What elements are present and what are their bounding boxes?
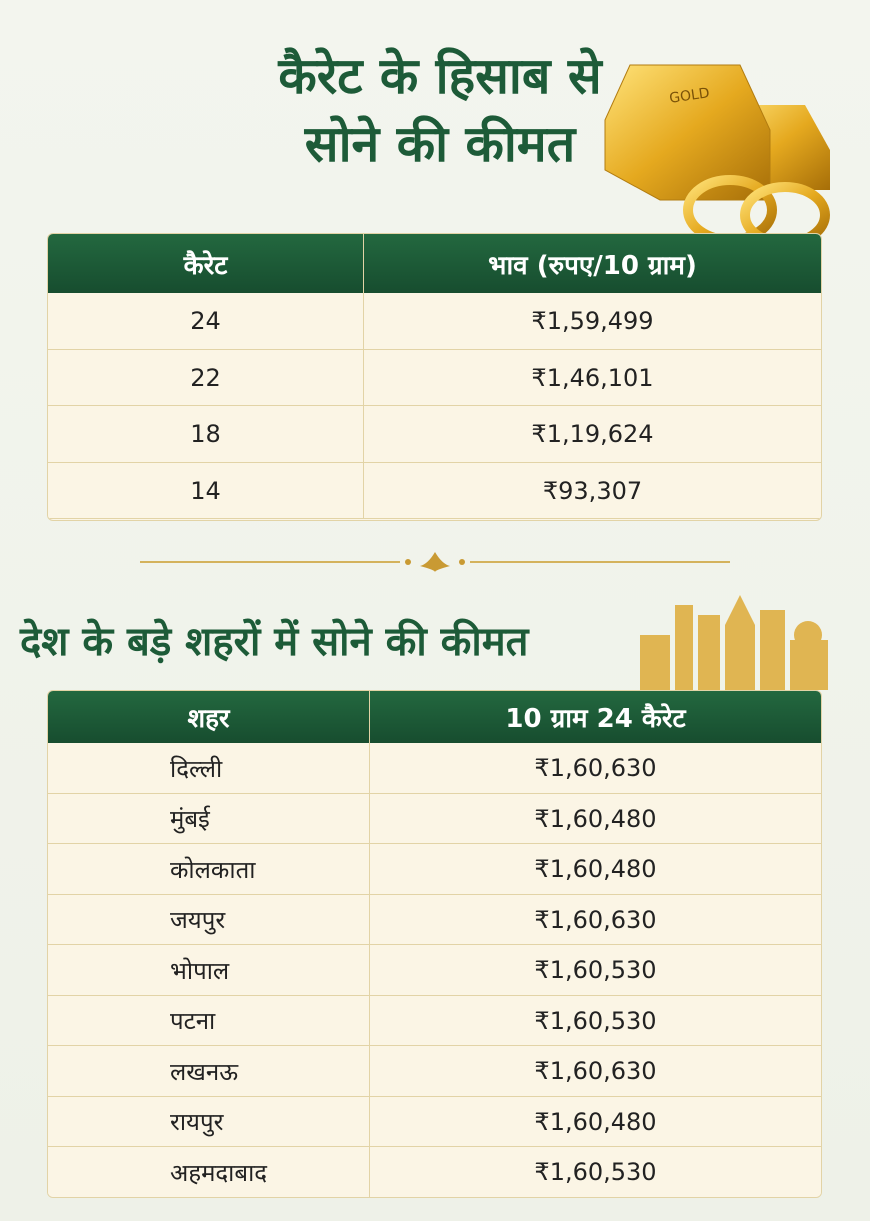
divider: [140, 552, 730, 572]
table-cell: मुंबई: [170, 805, 210, 834]
table-cell: पटना: [170, 1007, 216, 1036]
header-cell: कैरेट: [48, 234, 363, 293]
table-cell: 24: [190, 307, 221, 336]
row-bg: [48, 1147, 821, 1197]
table-cell: ₹1,19,624: [363, 406, 821, 463]
gold-bar: [604, 64, 771, 201]
skyline: [640, 595, 828, 690]
row-bg: [48, 945, 821, 996]
row-bg: [48, 293, 821, 350]
city-table: शहर 10 ग्राम 24 कैरेट दिल्ली ₹1,60,630 मुंबई…: [47, 690, 822, 1198]
table-cell: 18: [190, 420, 221, 449]
table-cell: दिल्ली: [170, 754, 223, 783]
table-cell: जयपुर: [170, 906, 226, 935]
table-cell: 14: [190, 476, 221, 505]
table-cell: ₹1,60,530: [369, 1147, 821, 1197]
carat-table: कैरेट भाव (रुपए/10 ग्राम) 24 ₹1,59,499 22 ₹1,…: [47, 233, 822, 521]
row-bg: [48, 1096, 821, 1147]
table-cell: ₹93,307: [363, 462, 821, 519]
row-bg: [48, 844, 821, 895]
row-bg: [48, 743, 821, 794]
table-cell: ₹1,60,530: [369, 945, 821, 996]
gold-bar-label: GOLD: [668, 85, 710, 106]
table-cell: ₹1,60,530: [369, 995, 821, 1046]
row-bg: [48, 894, 821, 945]
table-cell: अहमदाबाद: [170, 1158, 268, 1187]
table-cell: ₹1,46,101: [363, 349, 821, 406]
header-cell: भाव (रुपए/10 ग्राम): [363, 234, 821, 293]
table-cell: भोपाल: [170, 956, 230, 985]
title-line: सोने की कीमत: [304, 115, 576, 173]
header-cell: 10 ग्राम 24 कैरेट: [369, 691, 821, 743]
table-cell: ₹1,60,480: [369, 844, 821, 895]
table-cell: ₹1,60,630: [369, 743, 821, 794]
row-bg: [48, 793, 821, 844]
row-bg: [48, 349, 821, 406]
row-bg: [48, 1046, 821, 1097]
title-line: कैरेट के हिसाब से: [278, 47, 602, 105]
table-cell: ₹1,60,480: [369, 1096, 821, 1147]
row-bg: [48, 995, 821, 1046]
table-cell: ₹1,60,480: [369, 793, 821, 844]
table-cell: ₹1,60,630: [369, 1046, 821, 1097]
row-bg: [48, 462, 821, 519]
table-cell: ₹1,60,630: [369, 894, 821, 945]
header-cell: शहर: [48, 691, 369, 743]
table-cell: कोलकाता: [170, 855, 256, 884]
table-cell: ₹1,59,499: [363, 293, 821, 350]
section-title: देश के बड़े शहरों में सोने की कीमत: [20, 619, 529, 665]
table-cell: लखनऊ: [170, 1057, 239, 1086]
gold-illustration: GOLD: [604, 64, 830, 248]
table-cell: रायपुर: [170, 1108, 224, 1137]
table-cell: 22: [190, 363, 221, 392]
row-bg: [48, 406, 821, 463]
